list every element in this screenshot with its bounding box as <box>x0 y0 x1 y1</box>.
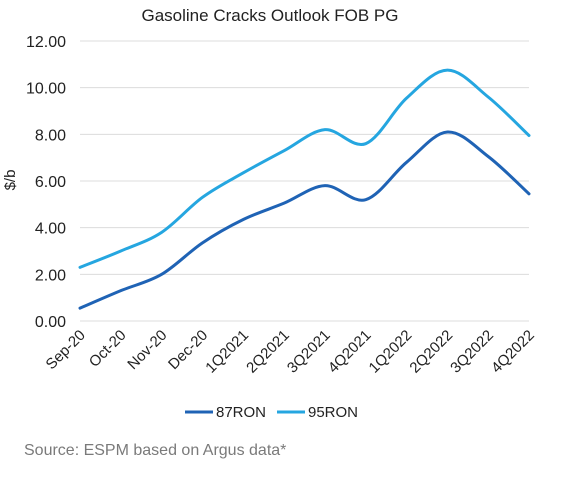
y-tick-label: 8.00 <box>35 127 66 144</box>
x-tick-label: 3Q2022 <box>447 327 497 377</box>
x-tick-label: 1Q2022 <box>366 327 416 377</box>
y-tick-label: 0.00 <box>35 314 66 331</box>
x-tick-label: 1Q2021 <box>202 327 252 377</box>
x-tick-label: 4Q2022 <box>488 327 538 377</box>
series-line-87ron <box>78 130 531 310</box>
x-axis-ticks: Sep-20Oct-20Nov-20Dec-201Q20212Q20213Q20… <box>43 327 538 377</box>
y-tick-label: 4.00 <box>35 221 66 238</box>
series <box>78 68 531 310</box>
x-tick-label: 4Q2021 <box>325 327 375 377</box>
source-note: Source: ESPM based on Argus data* <box>24 442 287 459</box>
series-87ron <box>78 130 531 310</box>
y-tick-label: 10.00 <box>26 81 66 98</box>
y-tick-label: 2.00 <box>35 267 66 284</box>
gridlines <box>80 40 529 322</box>
series-95ron <box>78 68 531 269</box>
y-tick-label: 6.00 <box>35 174 66 191</box>
x-tick-label: 2Q2021 <box>243 327 293 377</box>
legend: 87RON 95RON <box>185 404 358 421</box>
x-tick-label: 2Q2022 <box>406 327 456 377</box>
legend-label: 87RON <box>216 404 266 421</box>
x-tick-label: Sep-20 <box>43 327 89 373</box>
y-axis-label: $/b <box>2 170 19 191</box>
legend-label: 95RON <box>308 404 358 421</box>
x-tick-label: Nov-20 <box>124 327 170 373</box>
chart-title: Gasoline Cracks Outlook FOB PG <box>142 6 399 25</box>
y-tick-label: 12.00 <box>26 34 66 51</box>
y-axis-ticks: 0.00 2.00 4.00 6.00 8.00 10.00 12.00 <box>26 34 66 331</box>
x-tick-label: 3Q2021 <box>284 327 334 377</box>
x-tick-label: Oct-20 <box>86 327 130 371</box>
series-line-95ron <box>78 68 531 269</box>
